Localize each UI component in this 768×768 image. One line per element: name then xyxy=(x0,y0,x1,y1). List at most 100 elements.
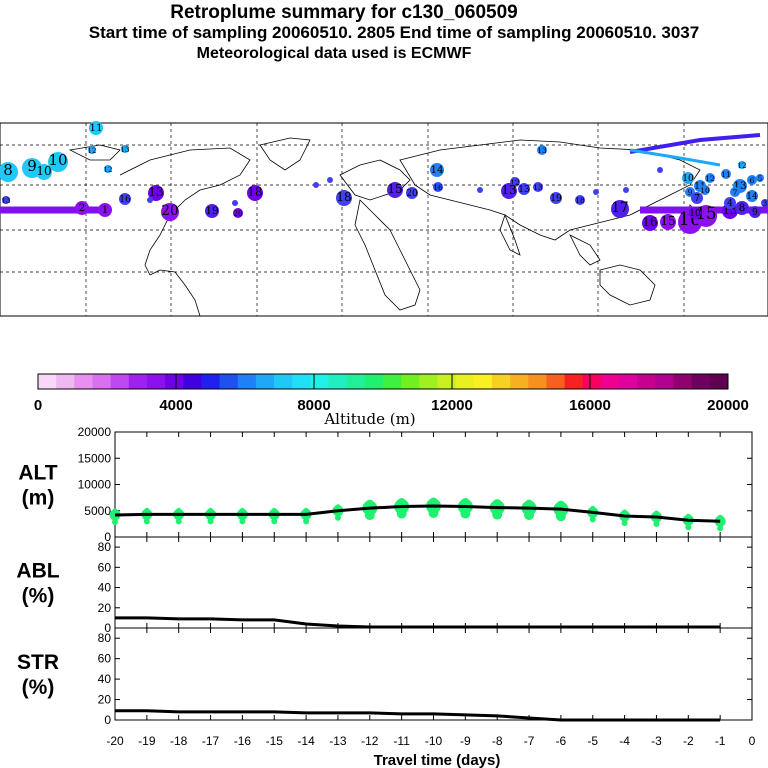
colorbar-tick-label: 20000 xyxy=(707,397,749,414)
map-marker xyxy=(98,203,112,217)
y-tick-label: 0 xyxy=(104,713,111,727)
map-marker xyxy=(550,192,562,204)
map-marker-label: 13 xyxy=(148,185,163,199)
map-marker-label: 18 xyxy=(247,185,262,199)
x-tick-label: 0 xyxy=(749,734,756,748)
map-marker-label: 15 xyxy=(696,204,717,223)
alt-scatter-point xyxy=(685,524,692,531)
map-marker xyxy=(205,204,219,218)
map-marker xyxy=(406,187,418,199)
colorbar-swatch xyxy=(110,374,130,389)
alt-scatter-point xyxy=(144,507,150,513)
map-marker-label: 1 xyxy=(102,204,109,216)
alt-scatter-point xyxy=(429,497,438,507)
map-marker xyxy=(689,207,701,219)
colorbar-swatch xyxy=(709,374,729,389)
panels-group: 05000100001500020000ALT(m)020406080ABL(%… xyxy=(16,425,753,727)
alt-scatter-point xyxy=(428,508,439,519)
alt-scatter-point xyxy=(556,500,566,510)
map-dot xyxy=(593,189,599,195)
map-marker-label: 5 xyxy=(758,175,762,183)
map-marker xyxy=(387,182,403,198)
colorbar-swatch xyxy=(383,374,402,389)
panel-abl: 0 20 40 60 80 ABL(%) xyxy=(16,536,753,635)
alt-scatter-point xyxy=(524,499,534,509)
series-line xyxy=(114,504,721,523)
colorbar-swatches xyxy=(38,374,729,389)
map-marker-label: 10 xyxy=(682,174,694,184)
map-marker-label: 12 xyxy=(104,166,113,174)
y-tick-label: 0 xyxy=(104,530,111,544)
x-tick-label: -7 xyxy=(524,734,535,748)
panel-frame xyxy=(114,627,753,721)
colorbar-swatch xyxy=(401,374,420,389)
alt-scatter-point xyxy=(208,507,214,513)
map-marker xyxy=(537,145,547,155)
map-marker xyxy=(119,193,131,205)
map-marker xyxy=(2,196,10,204)
map-marker xyxy=(0,162,18,182)
x-tick-label: -19 xyxy=(138,734,156,748)
colorbar-swatch xyxy=(92,374,112,389)
alt-scatter-point xyxy=(335,504,341,510)
map-marker-label: 9 xyxy=(688,188,693,197)
map-marker-label: 9 xyxy=(752,208,758,218)
x-tick-label: -5 xyxy=(587,734,598,748)
map-marker-label: 16 xyxy=(433,183,443,192)
panel-label: ABL xyxy=(16,560,59,583)
map-marker xyxy=(88,146,96,154)
map-marker xyxy=(518,183,530,195)
alt-scatter-point xyxy=(555,511,566,522)
alt-scatter-point xyxy=(175,518,182,525)
map-marker xyxy=(336,190,352,206)
alt-scatter-point xyxy=(492,499,502,509)
colorbar-swatch xyxy=(201,374,221,389)
x-axis-label: Travel time (days) xyxy=(374,752,501,768)
map-marker-label: 13 xyxy=(537,146,547,155)
alt-scatter-point xyxy=(112,508,118,514)
colorbar-swatch xyxy=(165,374,184,389)
map-marker-label: 10 xyxy=(700,186,710,195)
x-tick-label: -2 xyxy=(683,734,694,748)
x-tick-label: -4 xyxy=(619,734,630,748)
alt-scatter-point xyxy=(364,510,375,521)
alt-scatter-point xyxy=(396,508,407,519)
map-marker xyxy=(738,161,746,169)
panel-label: STR xyxy=(17,651,59,674)
y-tick-label: 80 xyxy=(98,631,112,645)
series-line xyxy=(115,616,721,629)
alt-scatter-point xyxy=(589,516,596,523)
colorbar-swatch xyxy=(292,374,311,389)
y-tick-label: 80 xyxy=(98,540,112,554)
panel-alt: 0 5000 10000 15000 20000 ALT(m) xyxy=(18,425,753,544)
map-marker-label: 12 xyxy=(738,162,747,170)
plume-band-north-2 xyxy=(629,148,721,167)
map-marker-label: 7 xyxy=(694,194,700,204)
colorbar-swatch xyxy=(655,374,675,389)
sampling-time-line: Start time of sampling 20060510. 2805 En… xyxy=(88,23,700,42)
alt-scatter-point xyxy=(303,507,309,513)
series-line xyxy=(115,709,721,722)
alt-scatter-point xyxy=(590,505,596,511)
map-marker xyxy=(730,187,740,197)
x-tick-label: -15 xyxy=(266,734,284,748)
map-marker xyxy=(746,190,758,202)
y-tick-label: 20000 xyxy=(78,425,112,439)
x-tick-label: -8 xyxy=(492,734,503,748)
colorbar-swatch xyxy=(364,374,384,389)
map-marker-label: 2 xyxy=(79,202,86,214)
map-marker xyxy=(642,215,658,231)
alt-scatter-point xyxy=(622,509,628,515)
y-tick-label: 5000 xyxy=(84,504,111,518)
colorbar-swatch xyxy=(510,374,529,389)
map-marker xyxy=(233,208,243,218)
alt-scatter-point xyxy=(621,520,628,526)
map-marker xyxy=(705,173,715,183)
alt-scatter-point xyxy=(492,509,503,520)
colorbar-ticks: 0 4000 8000 12000 16000 20000 xyxy=(34,374,749,414)
map-marker xyxy=(724,197,736,209)
alt-scatter-point xyxy=(717,514,723,520)
